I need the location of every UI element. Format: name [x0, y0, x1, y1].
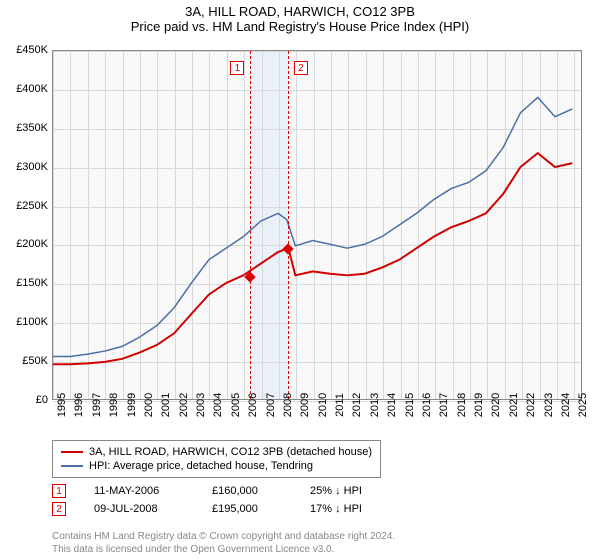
xtick-label: 2007 — [265, 393, 277, 417]
legend-item: 3A, HILL ROAD, HARWICH, CO12 3PB (detach… — [61, 445, 372, 459]
xtick-label: 2006 — [247, 393, 259, 417]
xtick-label: 2025 — [577, 393, 589, 417]
xtick-label: 2016 — [421, 393, 433, 417]
xtick-label: 1997 — [91, 393, 103, 417]
xtick-label: 2012 — [351, 393, 363, 417]
marker-number-box: 1 — [230, 61, 244, 75]
footer-line: Contains HM Land Registry data © Crown c… — [52, 530, 395, 543]
marker-dashed-line — [250, 51, 251, 399]
xtick-label: 2023 — [543, 393, 555, 417]
series-line-blue — [53, 97, 572, 356]
sale-price: £195,000 — [212, 503, 282, 515]
ytick-label: £100K — [2, 316, 48, 328]
ytick-label: £400K — [2, 83, 48, 95]
marker-dashed-line — [288, 51, 289, 399]
sale-date: 11-MAY-2006 — [94, 485, 184, 497]
sale-delta: 17% ↓ HPI — [310, 503, 362, 515]
sale-row: 2 09-JUL-2008 £195,000 17% ↓ HPI — [52, 500, 362, 518]
xtick-label: 2021 — [508, 393, 520, 417]
xtick-label: 1996 — [73, 393, 85, 417]
xtick-label: 2015 — [404, 393, 416, 417]
legend-swatch-blue — [61, 465, 83, 467]
footer-attribution: Contains HM Land Registry data © Crown c… — [52, 530, 395, 556]
sale-row: 1 11-MAY-2006 £160,000 25% ↓ HPI — [52, 482, 362, 500]
legend-box: 3A, HILL ROAD, HARWICH, CO12 3PB (detach… — [52, 440, 381, 478]
xtick-label: 2003 — [195, 393, 207, 417]
xtick-label: 2024 — [560, 393, 572, 417]
series-line-red — [53, 153, 572, 364]
page-subtitle: Price paid vs. HM Land Registry's House … — [0, 19, 600, 38]
xtick-label: 2011 — [334, 393, 346, 417]
xtick-label: 2014 — [386, 393, 398, 417]
xtick-label: 2005 — [230, 393, 242, 417]
xtick-label: 2004 — [212, 393, 224, 417]
xtick-label: 2001 — [160, 393, 172, 417]
xtick-label: 2022 — [525, 393, 537, 417]
xtick-label: 2019 — [473, 393, 485, 417]
xtick-label: 2008 — [282, 393, 294, 417]
sales-table: 1 11-MAY-2006 £160,000 25% ↓ HPI 2 09-JU… — [52, 482, 362, 518]
chart-lines — [53, 51, 581, 399]
footer-line: This data is licensed under the Open Gov… — [52, 543, 395, 556]
ytick-label: £300K — [2, 161, 48, 173]
xtick-label: 2010 — [317, 393, 329, 417]
xtick-label: 1999 — [126, 393, 138, 417]
ytick-label: £50K — [2, 355, 48, 367]
marker-box-icon: 1 — [52, 484, 66, 498]
ytick-label: £0 — [2, 394, 48, 406]
ytick-label: £350K — [2, 122, 48, 134]
ytick-label: £450K — [2, 44, 48, 56]
xtick-label: 2000 — [143, 393, 155, 417]
xtick-label: 2013 — [369, 393, 381, 417]
marker-number-box: 2 — [294, 61, 308, 75]
xtick-label: 2017 — [438, 393, 450, 417]
marker-box-icon: 2 — [52, 502, 66, 516]
ytick-label: £150K — [2, 277, 48, 289]
xtick-label: 2020 — [490, 393, 502, 417]
sale-date: 09-JUL-2008 — [94, 503, 184, 515]
legend-item: HPI: Average price, detached house, Tend… — [61, 459, 372, 473]
ytick-label: £250K — [2, 200, 48, 212]
xtick-label: 1995 — [56, 393, 68, 417]
page-title: 3A, HILL ROAD, HARWICH, CO12 3PB — [0, 0, 600, 19]
xtick-label: 1998 — [108, 393, 120, 417]
chart-plot-area: 12 — [52, 50, 582, 400]
legend-label: HPI: Average price, detached house, Tend… — [89, 460, 313, 472]
legend-label: 3A, HILL ROAD, HARWICH, CO12 3PB (detach… — [89, 446, 372, 458]
sale-delta: 25% ↓ HPI — [310, 485, 362, 497]
xtick-label: 2009 — [299, 393, 311, 417]
legend-swatch-red — [61, 451, 83, 453]
xtick-label: 2018 — [456, 393, 468, 417]
ytick-label: £200K — [2, 238, 48, 250]
sale-price: £160,000 — [212, 485, 282, 497]
xtick-label: 2002 — [178, 393, 190, 417]
